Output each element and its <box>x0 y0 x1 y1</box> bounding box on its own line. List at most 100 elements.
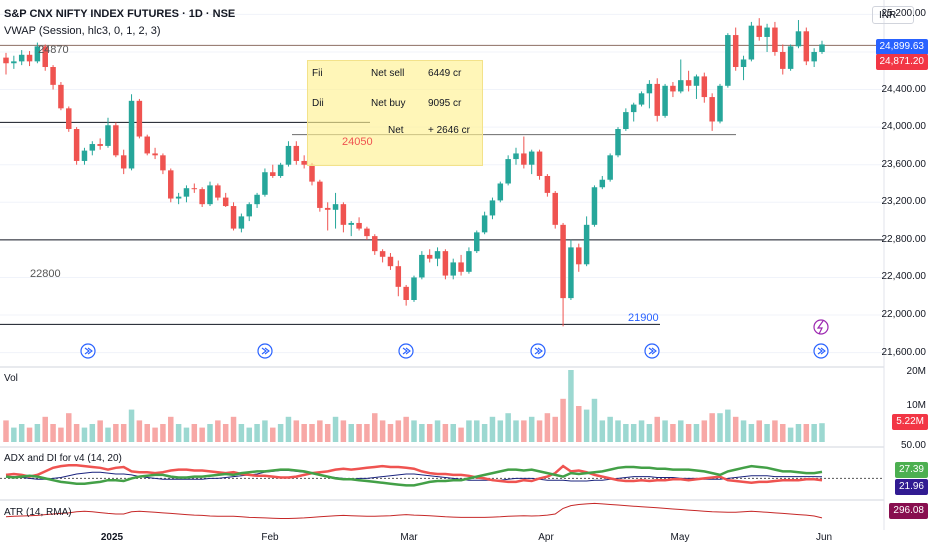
volume-bar <box>11 427 17 442</box>
time-tick-label: Feb <box>261 532 279 543</box>
volume-bar <box>607 416 613 442</box>
level-label-24870: 24870 <box>38 44 69 56</box>
volume-bar <box>113 424 119 442</box>
candle-body <box>356 222 362 229</box>
candle-body <box>379 251 386 257</box>
atr-line <box>5 502 823 519</box>
candle-body <box>481 215 488 233</box>
event-marker-icon <box>257 343 273 359</box>
candle-body <box>740 59 747 68</box>
volume-bar <box>262 420 268 442</box>
adx-lines <box>0 463 884 487</box>
candle-body <box>615 129 621 156</box>
volume-bar <box>152 427 158 442</box>
candle-body <box>544 175 551 193</box>
volume-bar <box>3 420 9 442</box>
candle-body <box>18 54 25 62</box>
volume-bar <box>309 424 315 442</box>
candle-body <box>191 188 198 190</box>
price-tick-label: 21,600.00 <box>881 346 927 358</box>
volume-pane-label[interactable]: Vol <box>4 373 18 384</box>
price-tick-label: 23,200.00 <box>881 196 927 208</box>
volume-bar <box>348 424 354 442</box>
candle-body <box>372 236 378 252</box>
candle-body <box>411 277 417 300</box>
candle-body <box>222 197 229 207</box>
volume-bar <box>678 420 684 442</box>
volume-axis-20m: 20M <box>906 366 926 377</box>
candle-body <box>364 228 370 237</box>
adx-pane-label[interactable]: ADX and DI for v4 (14, 20) <box>4 453 122 464</box>
candle-body <box>568 247 574 299</box>
volume-bar <box>528 416 535 442</box>
candle-body <box>474 232 480 252</box>
time-tick-label: Apr <box>538 532 554 543</box>
candle-body <box>262 172 268 195</box>
candle-body <box>787 46 794 69</box>
candle-body <box>748 25 755 60</box>
volume-bar <box>81 427 88 442</box>
volume-bar <box>120 424 127 442</box>
candle-body <box>168 170 174 199</box>
volume-bar <box>630 424 637 442</box>
volume-bar <box>97 420 103 442</box>
volume-bar <box>709 413 715 442</box>
candle-body <box>434 251 441 259</box>
volume-bar <box>654 416 660 442</box>
event-marker-arrow <box>261 347 270 355</box>
candle-body <box>489 200 496 216</box>
event-marker-arrow <box>402 347 411 355</box>
candle-body <box>599 179 606 188</box>
candle-body <box>403 286 409 300</box>
fii-dii-flow-table: Fii Net sell 6449 cr Dii Net buy 9095 cr… <box>307 60 483 166</box>
candle-body <box>654 83 660 116</box>
candle-body <box>458 262 464 272</box>
currency-selector[interactable]: INR <box>872 6 914 24</box>
candle-body <box>152 153 158 156</box>
volume-bar <box>395 420 402 442</box>
candle-body <box>764 27 770 37</box>
volume-bar <box>89 424 96 442</box>
candle-body <box>528 151 535 165</box>
candle-body <box>128 100 135 169</box>
atr-badge: 296.08 <box>889 503 928 519</box>
price-tick-label: 25,200.00 <box>881 8 927 20</box>
candle-body <box>285 145 292 165</box>
level-label-22800: 22800 <box>30 268 61 280</box>
event-marker-arrow <box>648 347 657 355</box>
volume-bar <box>811 424 817 442</box>
candle-body <box>317 181 323 208</box>
price-tick-label: 24,400.00 <box>881 83 927 95</box>
volume-bar <box>536 420 543 442</box>
candle-body <box>497 183 504 201</box>
atr-pane-label[interactable]: ATR (14, RMA) <box>4 507 72 518</box>
volume-bar <box>168 416 174 442</box>
volume-bars <box>3 370 825 442</box>
vwap-indicator-label[interactable]: VWAP (Session, hlc3, 0, 1, 2, 3) <box>4 25 161 37</box>
candles <box>3 18 825 327</box>
candle-body <box>183 188 190 197</box>
candle-body <box>97 144 103 146</box>
volume-bar <box>18 424 25 442</box>
candle-body <box>419 254 425 278</box>
volume-bar <box>34 424 41 442</box>
volume-bar <box>670 424 676 442</box>
candle-body <box>270 172 276 176</box>
volume-bar <box>685 424 692 442</box>
candle-body <box>11 61 17 64</box>
candle-body <box>795 31 802 47</box>
candle-body <box>685 80 692 86</box>
volume-bar <box>544 413 551 442</box>
candle-body <box>73 129 80 161</box>
volume-badge: 5.22M <box>892 414 928 430</box>
volume-bar <box>66 413 72 442</box>
di-plus-line <box>5 464 823 487</box>
volume-bar <box>552 416 558 442</box>
event-marker-arrow <box>84 347 93 355</box>
level-lines <box>0 44 884 325</box>
adx-axis-50: 50.00 <box>900 440 926 451</box>
volume-bar <box>144 424 150 442</box>
volume-bar <box>293 420 300 442</box>
volume-bar <box>199 427 205 442</box>
flow-row-1-action: Net sell <box>371 68 405 79</box>
